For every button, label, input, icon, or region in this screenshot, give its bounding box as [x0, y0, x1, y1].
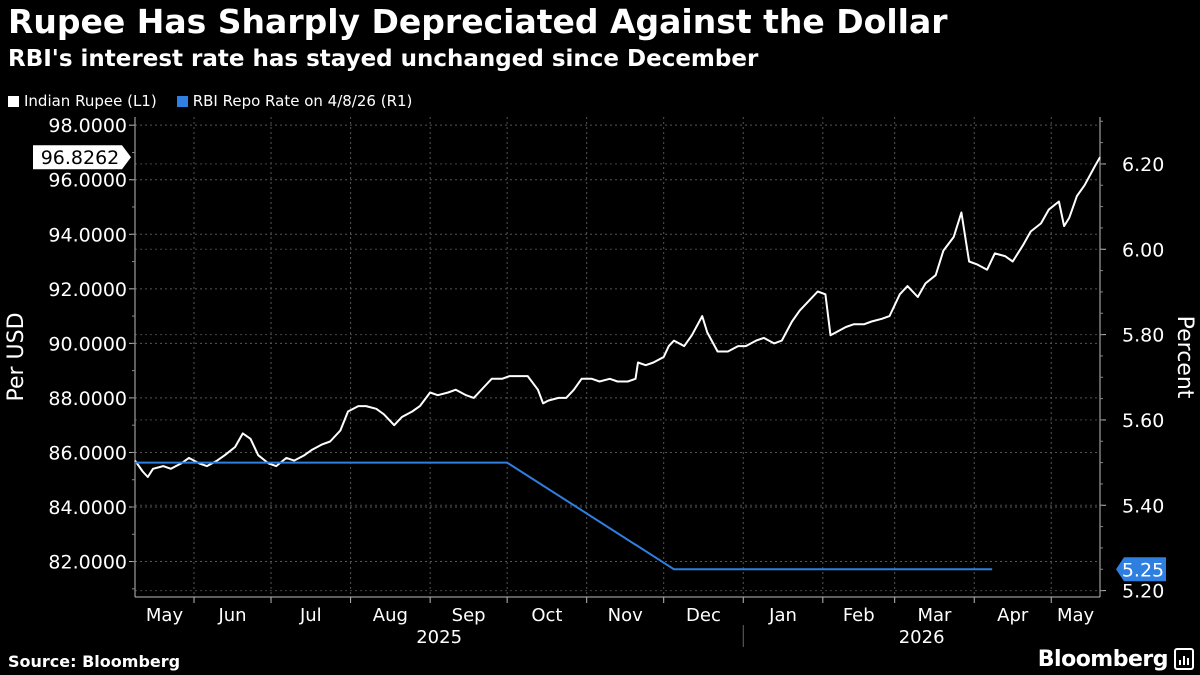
left-tick-label: 88.0000: [48, 388, 127, 410]
rupee-line: [134, 156, 1101, 478]
last-value-left: 96.8262: [41, 147, 120, 169]
left-tick-label: 84.0000: [48, 497, 127, 519]
right-tick-label: 5.40: [1122, 495, 1164, 517]
source-note: Source: Bloomberg: [8, 652, 181, 671]
right-tick-label: 5.60: [1122, 410, 1164, 432]
legend-swatch-repo-rate: [176, 95, 188, 107]
x-tick-label: Dec: [686, 605, 721, 626]
x-tick-label: May: [1057, 605, 1095, 626]
year-label-2025: 2025: [416, 627, 462, 648]
right-axis-title: Percent: [1172, 316, 1197, 399]
legend-item-rupee: Indian Rupee (L1): [8, 92, 157, 110]
x-tick-label: Jan: [768, 605, 797, 626]
grid-lines: [135, 117, 1100, 597]
chart-series: [134, 156, 1101, 571]
right-tick-label: 5.80: [1122, 325, 1164, 347]
x-tick-label: Jul: [299, 605, 322, 626]
chart-labels: 98.0000 96.0000 94.0000 92.0000 90.0000 88.00…: [4, 115, 1197, 648]
last-value-right: 5.25: [1122, 559, 1164, 581]
legend-label-rupee: Indian Rupee (L1): [24, 92, 157, 110]
year-label-2026: 2026: [899, 627, 945, 648]
left-tick-label: 96.0000: [48, 170, 127, 192]
left-tick-label: 82.0000: [48, 552, 127, 574]
legend-swatch-rupee: [8, 95, 19, 107]
repo-rate-line: [135, 461, 993, 571]
x-tick-label: Aug: [373, 605, 408, 626]
bloomberg-logo: Bloomberg: [1037, 647, 1169, 672]
left-tick-label: 98.0000: [48, 115, 127, 137]
x-tick-label: Apr: [997, 605, 1029, 626]
left-tick-label: 94.0000: [48, 224, 127, 246]
legend-label-repo-rate: RBI Repo Rate on 4/8/26 (R1): [192, 92, 413, 110]
x-tick-label: Oct: [531, 605, 562, 626]
bloomberg-bars-icon: [1174, 648, 1194, 670]
legend-item-repo-rate: RBI Repo Rate on 4/8/26 (R1): [176, 92, 413, 110]
chart-subtitle: RBI's interest rate has stayed unchanged…: [8, 46, 759, 72]
x-tick-label: Mar: [917, 605, 952, 626]
x-tick-label: Feb: [843, 605, 875, 626]
chart-title: Rupee Has Sharply Depreciated Against th…: [8, 2, 948, 41]
chart-legend: Indian Rupee (L1) RBI Repo Rate on 4/8/2…: [8, 91, 432, 111]
left-tick-label: 92.0000: [48, 279, 127, 301]
x-tick-label: Nov: [608, 605, 643, 626]
left-tick-label: 90.0000: [48, 333, 127, 355]
x-tick-label: Jun: [217, 605, 246, 626]
chart-axes: [129, 117, 1106, 647]
last-value-box-left: [33, 145, 131, 170]
right-tick-label: 6.20: [1122, 154, 1164, 176]
left-axis-title: Per USD: [4, 312, 29, 401]
x-tick-label: May: [146, 605, 184, 626]
x-tick-label: Sep: [452, 605, 486, 626]
left-tick-label: 86.0000: [48, 442, 127, 464]
right-tick-label: 6.00: [1122, 239, 1164, 261]
last-value-box-right: [1116, 557, 1166, 582]
last-value-callout-right: 5.25: [1116, 557, 1166, 582]
right-tick-label: 5.20: [1122, 581, 1164, 603]
last-value-callout-left: 96.8262: [33, 145, 131, 170]
